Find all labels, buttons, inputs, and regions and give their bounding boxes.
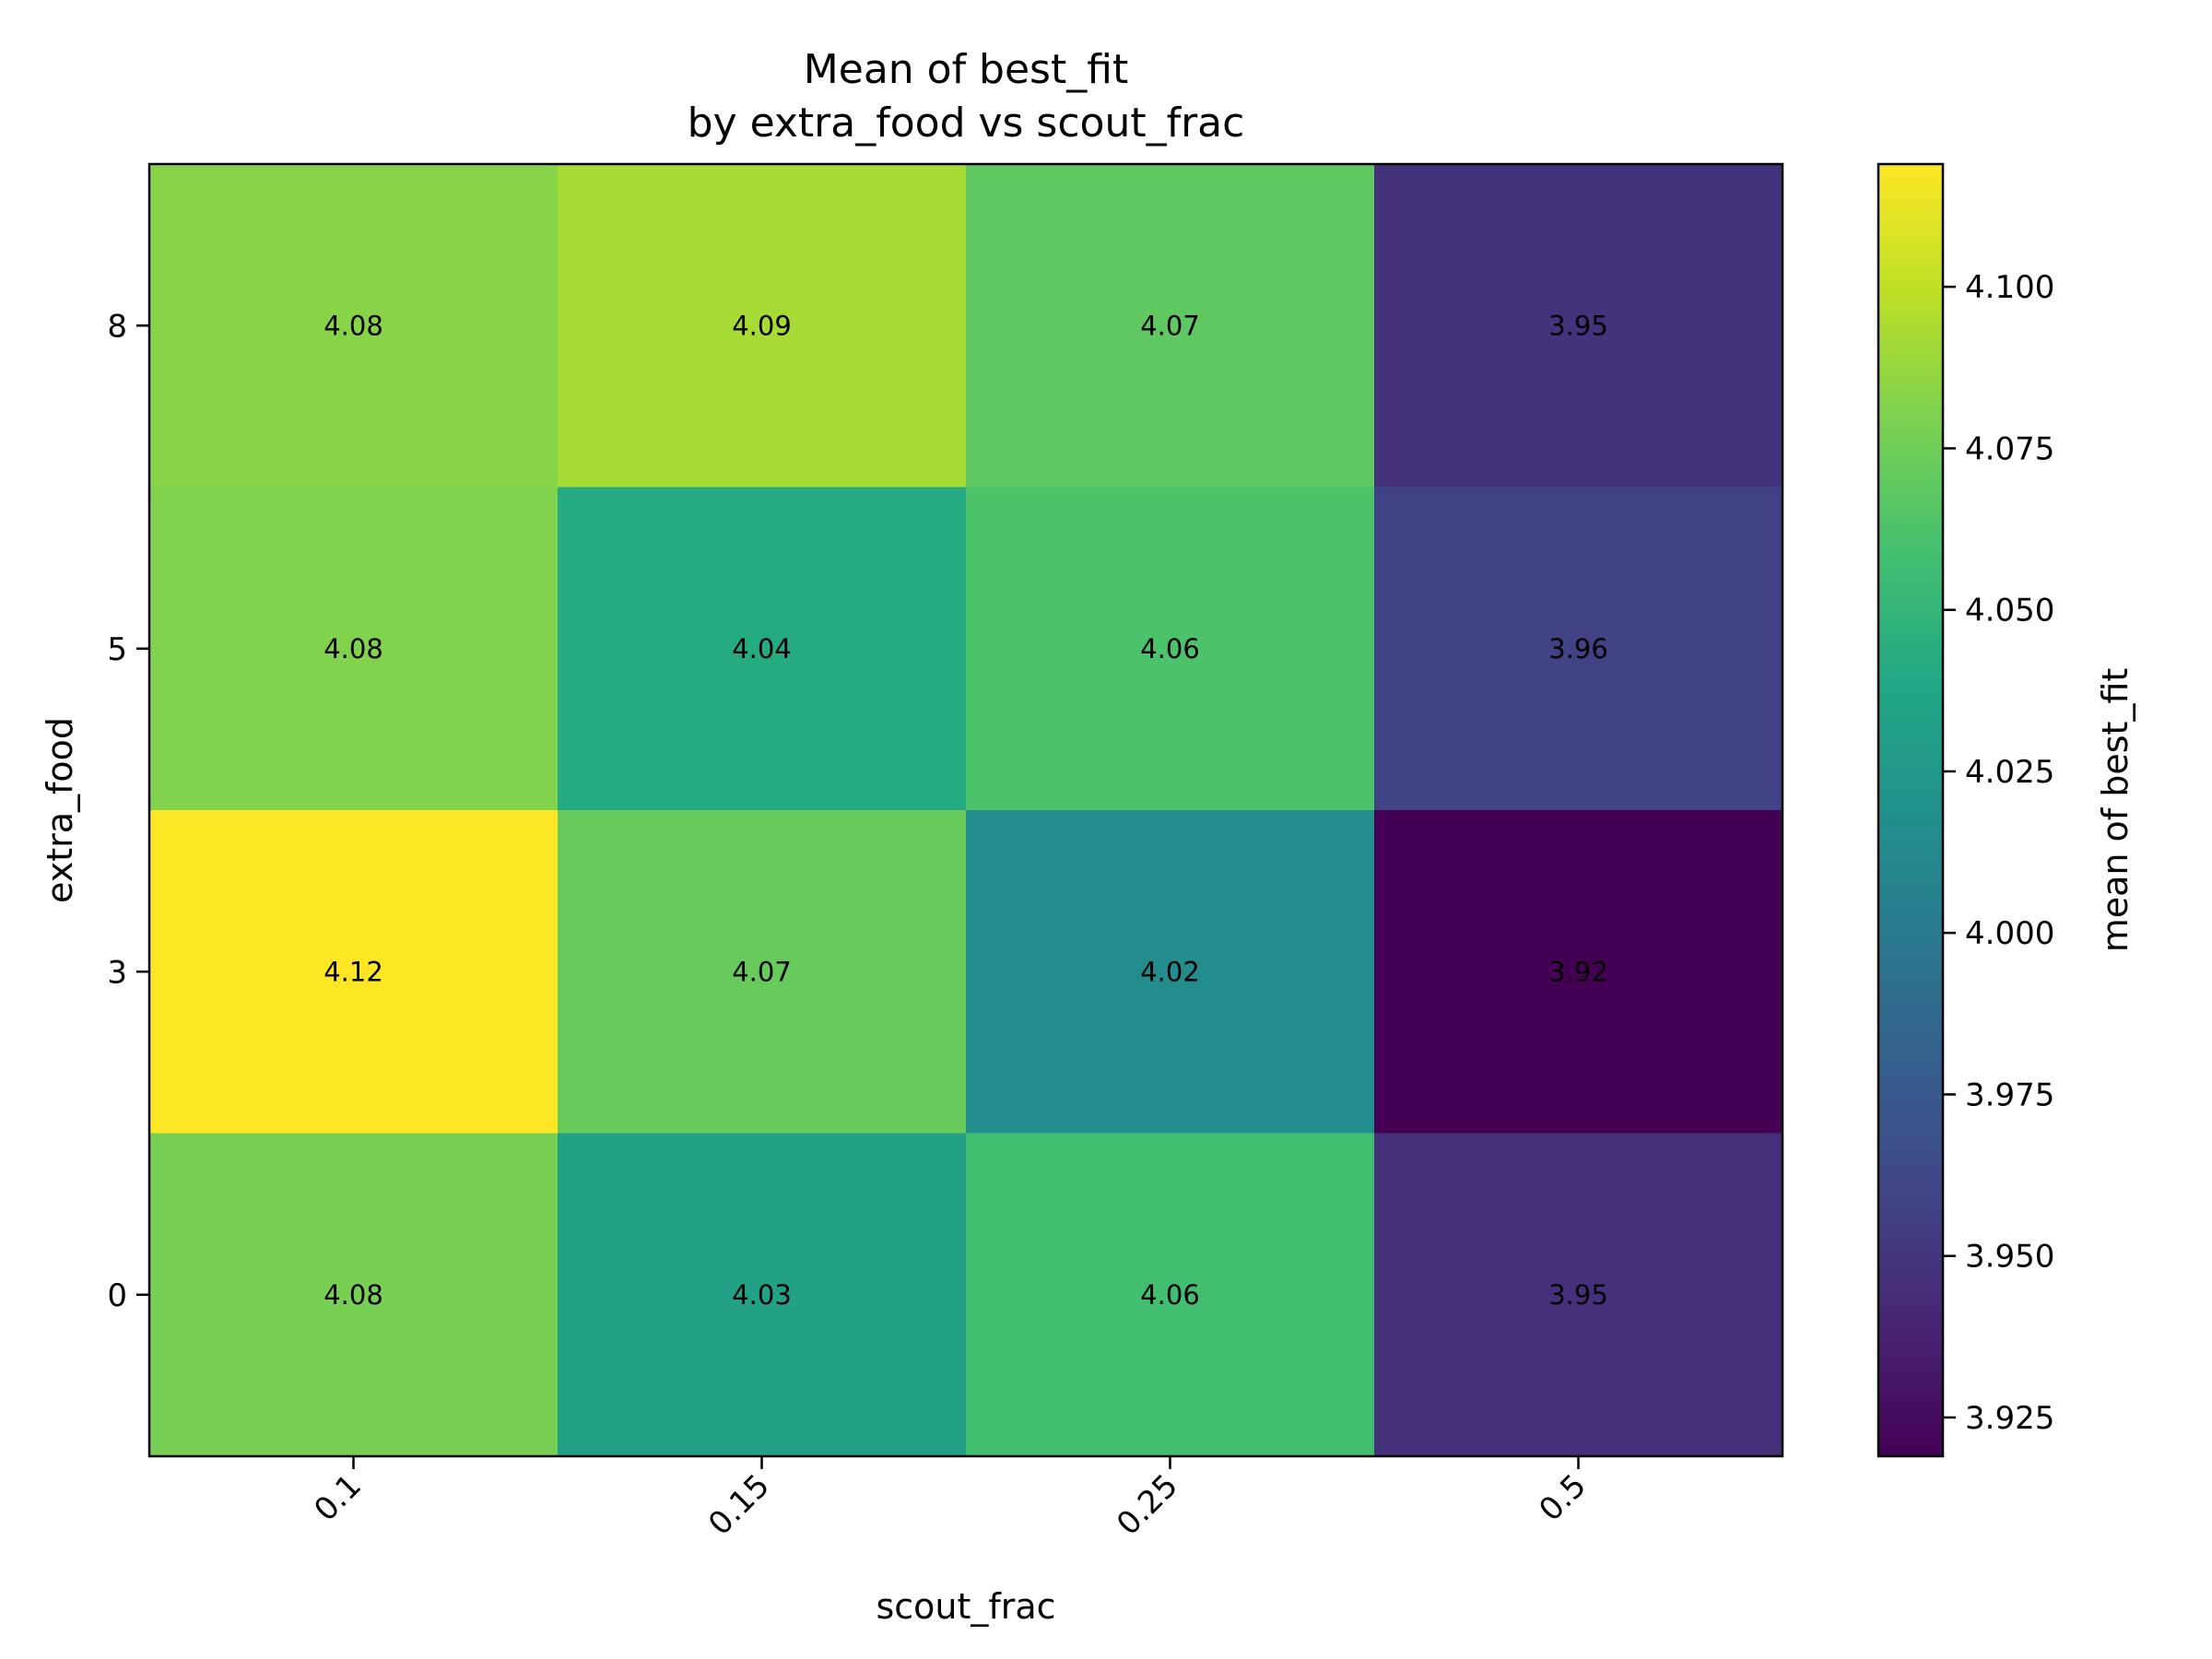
- cell-value-label: 3.95: [1548, 310, 1608, 341]
- cell-value-label: 4.12: [324, 956, 383, 987]
- colorbar-tick-label: 4.025: [1965, 754, 2054, 791]
- y-axis-ticks: 8 5 3 0: [107, 308, 149, 1314]
- cell-value-label: 4.08: [324, 310, 383, 341]
- heatmap-cell: [558, 1133, 967, 1457]
- colorbar-tick-label: 3.975: [1965, 1077, 2054, 1113]
- colorbar-tick-label: 3.925: [1965, 1400, 2054, 1437]
- x-axis-label: scout_frac: [876, 1586, 1055, 1627]
- cell-value-label: 4.07: [1140, 310, 1200, 341]
- chart-title-line2: by extra_food vs scout_frac: [688, 100, 1245, 147]
- cell-value-label: 3.92: [1548, 956, 1608, 987]
- cell-value-label: 4.04: [732, 633, 792, 665]
- heatmap-cell: [1374, 487, 1783, 811]
- heatmap-cell: [149, 487, 559, 811]
- heatmap-cell: [966, 810, 1375, 1134]
- y-tick-label: 3: [107, 954, 127, 991]
- heatmap-cell: [558, 487, 967, 811]
- heatmap-cell: [558, 164, 967, 488]
- heatmap-cell: [966, 164, 1375, 488]
- cell-value-label: 4.03: [732, 1279, 792, 1311]
- heatmap-cells: [149, 164, 1783, 1457]
- cell-value-label: 4.09: [732, 310, 792, 341]
- heatmap-cell: [149, 164, 559, 488]
- chart-title-line1: Mean of best_fit: [804, 46, 1128, 93]
- y-axis-label: extra_food: [40, 717, 80, 903]
- plot-frame: [147, 162, 1784, 1458]
- heatmap-cell-labels: 4.08 4.09 4.07 3.95 4.08 4.04 4.06 3.96 4.12 4.07…: [324, 310, 1608, 1311]
- x-tick-label: 0.5: [1532, 1467, 1594, 1529]
- heatmap-cell: [149, 810, 559, 1134]
- cell-value-label: 4.02: [1140, 956, 1200, 987]
- colorbar-tick-label: 3.950: [1965, 1239, 2054, 1276]
- heatmap-cell: [149, 1133, 559, 1457]
- colorbar-tick-label: 4.000: [1965, 915, 2054, 952]
- cell-value-label: 4.06: [1140, 1279, 1200, 1311]
- y-tick-label: 5: [107, 631, 127, 668]
- cell-value-label: 3.96: [1548, 633, 1608, 665]
- colorbar-tick-label: 4.075: [1965, 430, 2054, 467]
- x-axis-ticks: 0.1 0.15 0.25 0.5: [307, 1456, 1594, 1543]
- colorbar-label: mean of best_fit: [2095, 668, 2136, 953]
- colorbar: [1877, 162, 1945, 1458]
- colorbar-ticks: 3.925 3.950 3.975 4.000 4.025 4.050 4.075 4.100: [1943, 269, 2054, 1437]
- x-tick-label: 0.15: [701, 1467, 777, 1543]
- x-tick-label: 0.25: [1110, 1467, 1185, 1543]
- heatmap-cell: [966, 1133, 1375, 1457]
- cell-value-label: 3.95: [1548, 1279, 1608, 1311]
- x-tick-label: 0.1: [307, 1467, 369, 1529]
- colorbar-tick-label: 4.100: [1965, 269, 2054, 306]
- y-tick-label: 8: [107, 308, 127, 345]
- heatmap-cell: [1374, 1133, 1783, 1457]
- cell-value-label: 4.08: [324, 633, 383, 665]
- heatmap-cell: [1374, 810, 1783, 1134]
- heatmap-cell: [1374, 164, 1783, 488]
- y-tick-label: 0: [107, 1277, 127, 1314]
- heatmap-cell: [966, 487, 1375, 811]
- cell-value-label: 4.07: [732, 956, 792, 987]
- heatmap-cell: [558, 810, 967, 1134]
- cell-value-label: 4.08: [324, 1279, 383, 1311]
- cell-value-label: 4.06: [1140, 633, 1200, 665]
- colorbar-tick-label: 4.050: [1965, 593, 2054, 629]
